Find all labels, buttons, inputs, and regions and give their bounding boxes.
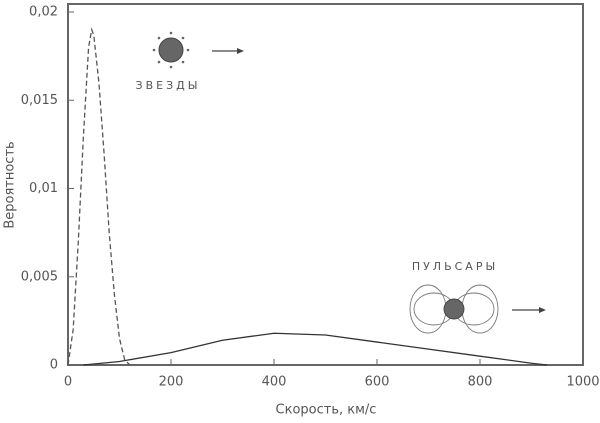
x-tick-label: 600 <box>365 375 390 390</box>
star-icon <box>152 31 244 69</box>
x-tick-label: 200 <box>159 375 184 390</box>
annotation: ПУЛЬСАРЫ <box>412 260 498 273</box>
line-series <box>67 27 131 366</box>
x-tick-label: 400 <box>262 375 287 390</box>
y-tick-label: 0,02 <box>29 5 58 20</box>
y-tick-label: 0,01 <box>29 181 58 196</box>
y-tick-label: 0,005 <box>21 269 58 284</box>
y-tick-label: 0 <box>50 358 58 373</box>
y-axis-label: Вероятность <box>3 141 18 228</box>
annotation: ЗВЕЗДЫ <box>136 79 201 92</box>
line-series <box>83 332 548 366</box>
pulsar-icon <box>409 284 546 334</box>
x-tick-label: 1000 <box>566 375 599 390</box>
y-tick-label: 0,015 <box>21 93 58 108</box>
x-tick-label: 800 <box>468 375 493 390</box>
x-tick-label: 0 <box>64 375 72 390</box>
plot-frame <box>67 3 584 366</box>
x-axis-label: Скорость, км/с <box>276 403 377 418</box>
